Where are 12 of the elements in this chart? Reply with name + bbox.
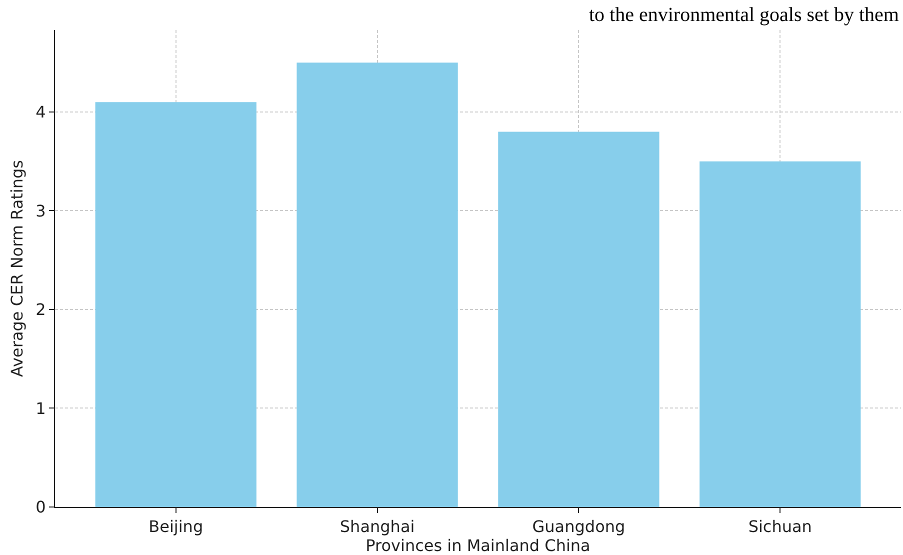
- x-axis-title: Provinces in Mainland China: [366, 536, 590, 555]
- y-tick-label: 4: [36, 102, 46, 122]
- text: to the environmental goals set by them: [589, 4, 900, 26]
- y-tick-label: 2: [36, 300, 46, 320]
- y-tick-label: 3: [36, 201, 46, 220]
- x-tick-label: Beijing: [148, 517, 204, 536]
- y-tick-label: 1: [36, 398, 46, 418]
- x-tick-label: Sichuan: [748, 517, 812, 536]
- y-axis-title: Average CER Norm Ratings: [8, 160, 27, 377]
- x-tick-label: Guangdong: [532, 517, 626, 536]
- y-tick-label: 0: [36, 498, 46, 517]
- x-tick-label: Shanghai: [340, 517, 415, 536]
